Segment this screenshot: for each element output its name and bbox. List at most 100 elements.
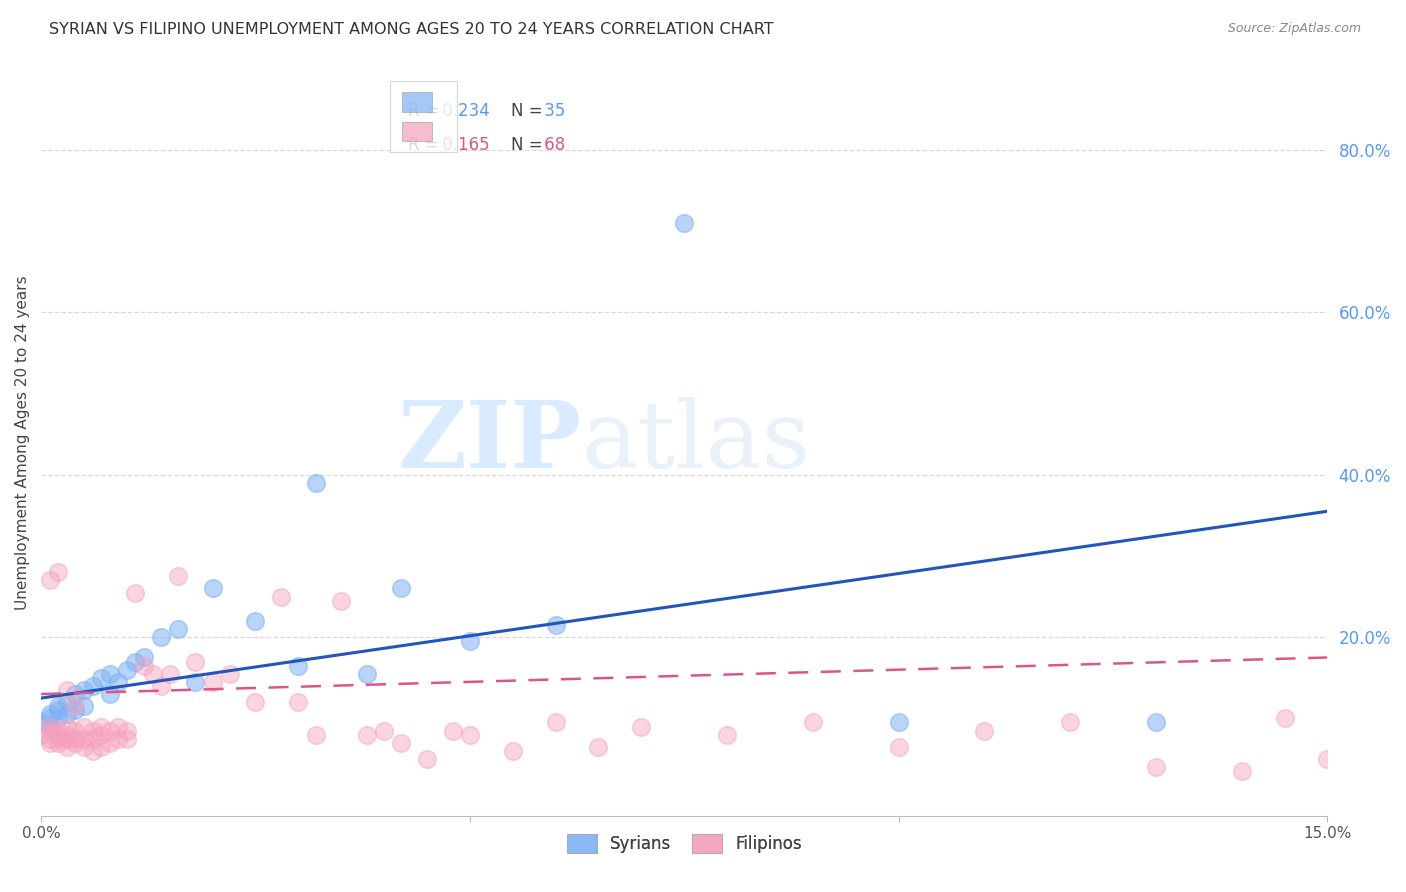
Point xyxy=(124,655,146,669)
Point xyxy=(65,687,87,701)
Point xyxy=(973,723,995,738)
Point xyxy=(184,674,207,689)
Text: N =: N = xyxy=(510,103,543,120)
Point xyxy=(544,715,567,730)
Point xyxy=(389,736,412,750)
Point xyxy=(38,720,60,734)
Point xyxy=(82,723,104,738)
Point xyxy=(304,728,326,742)
Point xyxy=(98,687,121,701)
Point xyxy=(588,739,610,754)
Point xyxy=(46,731,69,746)
Point xyxy=(56,739,79,754)
Point xyxy=(373,723,395,738)
Point xyxy=(458,634,481,648)
Point xyxy=(245,695,267,709)
Text: R =: R = xyxy=(408,103,439,120)
Point xyxy=(201,674,224,689)
Point xyxy=(38,711,60,725)
Point xyxy=(65,703,87,717)
Point xyxy=(132,658,155,673)
Point xyxy=(458,728,481,742)
Text: 0.165: 0.165 xyxy=(437,136,489,153)
Point xyxy=(46,728,69,742)
Point xyxy=(46,723,69,738)
Point xyxy=(46,703,69,717)
Point xyxy=(356,728,378,742)
Text: 35: 35 xyxy=(538,103,565,120)
Point xyxy=(30,715,52,730)
Point xyxy=(56,707,79,722)
Point xyxy=(887,715,910,730)
Point xyxy=(98,723,121,738)
Point xyxy=(90,720,112,734)
Point xyxy=(115,723,138,738)
Point xyxy=(98,736,121,750)
Point xyxy=(502,744,524,758)
Point xyxy=(73,720,96,734)
Point xyxy=(56,695,79,709)
Point xyxy=(73,739,96,754)
Point xyxy=(90,739,112,754)
Point xyxy=(167,622,190,636)
Point xyxy=(150,679,173,693)
Point xyxy=(630,720,652,734)
Point xyxy=(82,744,104,758)
Point xyxy=(56,720,79,734)
Point xyxy=(115,663,138,677)
Point xyxy=(56,683,79,698)
Point xyxy=(56,731,79,746)
Point xyxy=(56,728,79,742)
Text: 0.234: 0.234 xyxy=(437,103,491,120)
Point xyxy=(245,614,267,628)
Point xyxy=(544,618,567,632)
Text: atlas: atlas xyxy=(581,397,811,487)
Point xyxy=(107,674,129,689)
Legend: Syrians, Filipinos: Syrians, Filipinos xyxy=(561,827,808,860)
Text: R =: R = xyxy=(408,136,439,153)
Point xyxy=(441,723,464,738)
Text: Source: ZipAtlas.com: Source: ZipAtlas.com xyxy=(1227,22,1361,36)
Point xyxy=(287,658,309,673)
Point xyxy=(38,707,60,722)
Point xyxy=(107,731,129,746)
Point xyxy=(38,574,60,588)
Point xyxy=(115,731,138,746)
Point xyxy=(82,679,104,693)
Point xyxy=(142,666,165,681)
Point xyxy=(801,715,824,730)
Point xyxy=(1144,760,1167,774)
Point xyxy=(38,720,60,734)
Point xyxy=(218,666,240,681)
Point xyxy=(270,590,292,604)
Point xyxy=(73,731,96,746)
Point xyxy=(304,475,326,490)
Point xyxy=(356,666,378,681)
Point xyxy=(46,736,69,750)
Point xyxy=(65,699,87,714)
Point xyxy=(673,216,696,230)
Point xyxy=(46,699,69,714)
Point xyxy=(73,699,96,714)
Text: ZIP: ZIP xyxy=(396,397,581,487)
Point xyxy=(887,739,910,754)
Point xyxy=(159,666,181,681)
Point xyxy=(716,728,738,742)
Point xyxy=(1230,764,1253,779)
Text: SYRIAN VS FILIPINO UNEMPLOYMENT AMONG AGES 20 TO 24 YEARS CORRELATION CHART: SYRIAN VS FILIPINO UNEMPLOYMENT AMONG AG… xyxy=(49,22,773,37)
Point xyxy=(167,569,190,583)
Point xyxy=(90,728,112,742)
Point xyxy=(416,752,439,766)
Point xyxy=(73,683,96,698)
Point xyxy=(287,695,309,709)
Point xyxy=(30,728,52,742)
Point xyxy=(38,736,60,750)
Text: N =: N = xyxy=(510,136,543,153)
Point xyxy=(1316,752,1339,766)
Point xyxy=(38,723,60,738)
Point xyxy=(201,582,224,596)
Point xyxy=(65,736,87,750)
Point xyxy=(330,593,353,607)
Point xyxy=(46,565,69,579)
Point xyxy=(124,585,146,599)
